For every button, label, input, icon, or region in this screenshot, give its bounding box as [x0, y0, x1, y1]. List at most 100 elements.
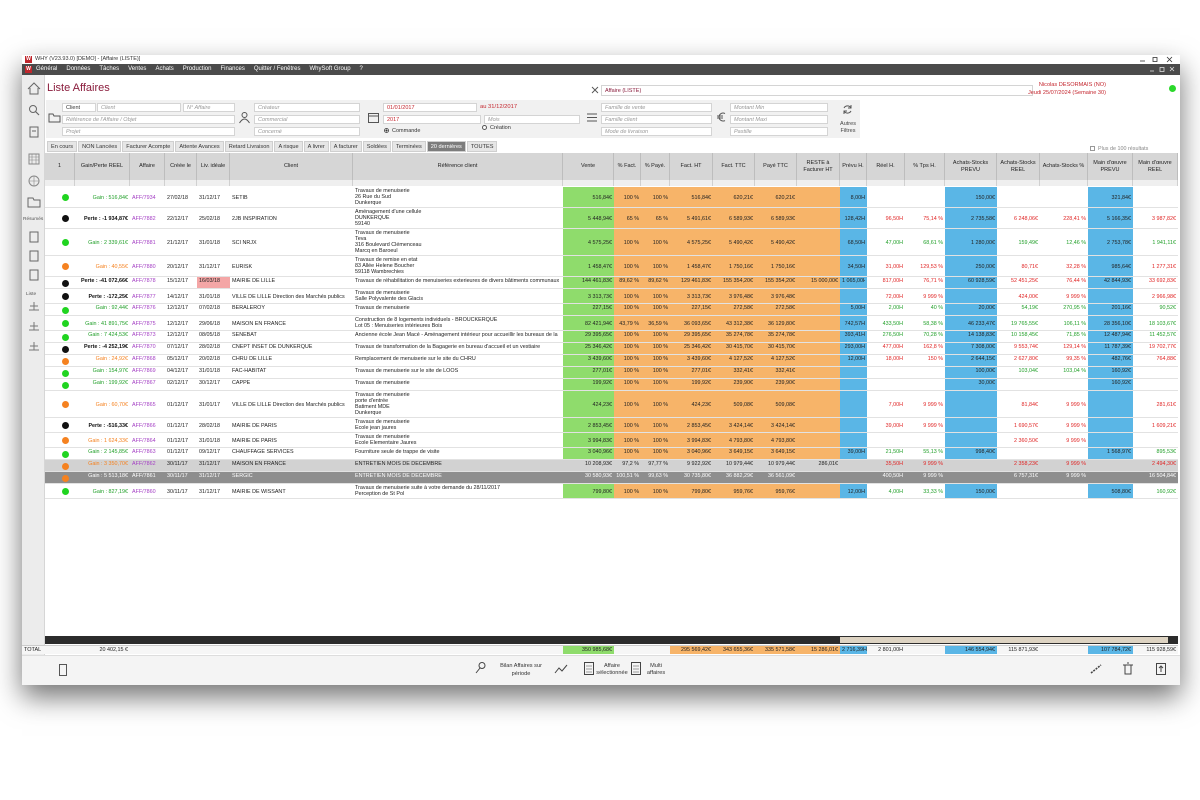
radio-checked[interactable] [384, 128, 389, 133]
menu-item[interactable]: Général [36, 66, 58, 72]
checkbox[interactable] [1090, 146, 1095, 151]
tab[interactable]: Attente Avances [175, 141, 224, 152]
concerned-input[interactable]: Concerné [254, 127, 360, 136]
delete-icon[interactable] [1123, 662, 1133, 675]
year-select[interactable]: 2017 [383, 115, 481, 124]
column-header: % Payé. [641, 153, 670, 180]
table-cell [797, 229, 840, 256]
created: 01/12/17 [167, 437, 188, 444]
column-header: RESTE à Facturer HT [797, 153, 840, 180]
document-icon[interactable] [584, 662, 594, 675]
pct-fact: 100 % [623, 401, 639, 408]
tab[interactable]: Terminées [391, 141, 426, 152]
document-icon[interactable] [631, 662, 641, 675]
table-cell: Travaux de menuiserie 26 Rue du Sud Dunker… [353, 187, 563, 208]
table-cell: 76,44 % [1040, 277, 1088, 289]
radio-unchecked[interactable] [482, 125, 487, 130]
table-cell: 433,50H [867, 316, 905, 331]
tag-select[interactable]: Pastille [730, 127, 828, 136]
table-cell: 5 490,42€ [755, 229, 797, 256]
pct-fact: 100 % [623, 437, 639, 444]
table-cell: Travaux de menuiserie suite à votre dema… [353, 484, 563, 499]
date-to[interactable]: au 31/12/2017 [480, 104, 518, 110]
fact-ttc: 35 274,78€ [726, 332, 753, 338]
window-controls[interactable] [1140, 56, 1178, 63]
scroll-thumb[interactable] [840, 637, 1168, 643]
reference-input[interactable]: Référence de l'Affaire / Objet [62, 115, 235, 124]
window-title: WHY (V23.93.0) [DEMO] - [Affaire (LISTE)… [35, 56, 141, 62]
pct-fact: 43,79 % [619, 320, 639, 327]
affaire: AFF/7934 [132, 194, 156, 201]
amount-max-input[interactable]: Montant Maxi [730, 115, 828, 124]
menu-item[interactable]: Tâches [99, 66, 120, 72]
pct-paid: 97,77 % [648, 461, 668, 467]
close-context[interactable] [591, 86, 599, 94]
amount-min-input[interactable]: Montant Min [730, 103, 828, 112]
client-input[interactable]: Client [97, 103, 181, 112]
status-dot [62, 293, 69, 300]
table-cell: VILLE DE LILLE Direction des Marchés pub… [230, 289, 353, 304]
month-select[interactable]: Mois [484, 115, 580, 124]
table-cell: 12 487,94€ [1088, 331, 1133, 343]
tab[interactable]: Facturer Acompte [122, 141, 175, 152]
project-input[interactable]: Projet [62, 127, 235, 136]
client: SCI NRJX [232, 239, 257, 246]
affaire-number-input[interactable]: N° Affaire [183, 103, 235, 112]
sales-rep-input[interactable]: Commercial [254, 115, 360, 124]
more-filters[interactable]: Autres Filtres [840, 121, 856, 134]
context-select[interactable]: Affaire (LISTE) [601, 85, 1033, 96]
purch-pct: 12,46 % [1066, 239, 1086, 246]
tab[interactable]: NON Lancées [78, 141, 122, 152]
date-from-input[interactable]: 01/01/2017 [383, 103, 477, 112]
delivery: 31/12/17 [199, 473, 220, 479]
menu-item[interactable]: Quitter / Fenêtres [253, 66, 301, 72]
creator-input[interactable]: Créateur [254, 103, 360, 112]
menu-item[interactable]: WhySoft Group [309, 66, 351, 72]
tab[interactable]: A facturer [329, 141, 362, 152]
table-cell: BERALEROY [230, 304, 353, 316]
refresh-icon[interactable] [842, 104, 853, 115]
exit-icon[interactable] [59, 664, 67, 676]
menu-item[interactable]: ? [359, 66, 363, 72]
sales-family-select[interactable]: Famille de vente [601, 103, 712, 112]
period-report-button[interactable]: Bilan Affaires sur période [500, 663, 542, 677]
tab[interactable]: Retard Livraison [224, 141, 274, 152]
client-family-select[interactable]: Famille client [601, 115, 712, 124]
fact-ht: 277,01€ [691, 368, 712, 374]
chart-icon[interactable] [554, 664, 568, 674]
tab[interactable]: A livrer [303, 141, 329, 152]
link-icon[interactable] [1090, 664, 1102, 674]
multi-affaire-button[interactable]: Multi affaires [646, 663, 666, 676]
delivery: 16/03/18 [199, 278, 220, 284]
reference-line: Perception de St Pol [355, 491, 405, 497]
planned-h: 8,00H [850, 194, 865, 201]
total-cell: 146 554,94€ [945, 646, 997, 654]
menu-item[interactable]: Ventes [128, 66, 147, 72]
export-icon[interactable] [1156, 663, 1166, 675]
tab[interactable]: En cours [47, 141, 78, 152]
purch-pct: 71,85 % [1066, 332, 1086, 338]
pct-fact: 100 % [623, 293, 639, 300]
table-cell: 39,00H [867, 418, 905, 433]
tab[interactable]: Soldées [362, 141, 391, 152]
table-cell: 12/12/17 [165, 316, 197, 331]
tab[interactable]: TOUTES [466, 141, 498, 152]
child-window-controls[interactable] [1150, 66, 1176, 73]
tab[interactable]: 20 dernières [426, 141, 466, 152]
table-cell: 286,01€ [797, 460, 840, 472]
menu-item[interactable]: Finances [220, 66, 245, 72]
menu-item[interactable]: Données [66, 66, 91, 72]
purch-planned: 46 233,47€ [968, 320, 995, 327]
client-type-select[interactable]: Client [62, 103, 96, 112]
menu-item[interactable]: Production [182, 66, 212, 72]
table-cell: 3 976,48€ [755, 289, 797, 304]
delivery-mode-select[interactable]: Mode de livraison [601, 127, 712, 136]
labor-planned: 482,76€ [1111, 356, 1132, 362]
selected-affaire-button[interactable]: Affaire sélectionnée [596, 663, 628, 676]
column-filter [45, 180, 75, 186]
table-cell: 33 692,83€ [1133, 277, 1178, 289]
tab[interactable]: A risque [274, 141, 303, 152]
horizontal-scrollbar[interactable] [45, 636, 1178, 644]
menu-item[interactable]: Achats [155, 66, 174, 72]
key-icon[interactable] [475, 662, 486, 675]
